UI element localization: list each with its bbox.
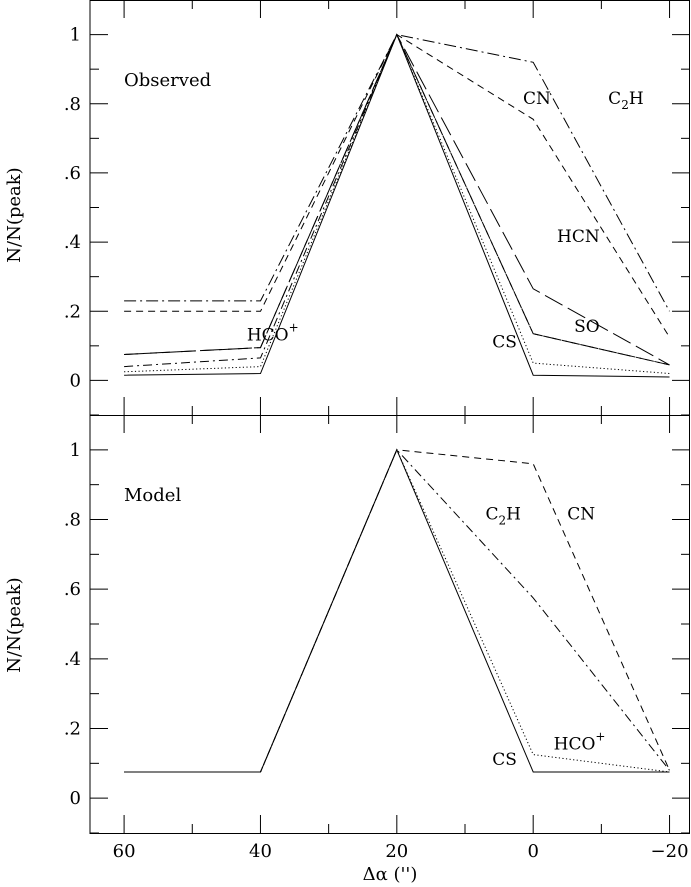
y-tick-label: .8: [64, 94, 81, 115]
y-tick-label: .2: [64, 301, 81, 322]
x-tick-label: 20: [385, 841, 408, 862]
x-axis-title: Δα (''): [363, 864, 418, 885]
series-label-hcoplus: HCO+: [554, 729, 606, 754]
series-line-c2h: [124, 34, 670, 312]
series-label-hcoplus: HCO+: [247, 321, 299, 346]
series-label-cn: CN: [567, 505, 595, 525]
series-line-cs: [124, 448, 670, 773]
series-label-cs: CS: [492, 333, 517, 353]
series-label-cs: CS: [492, 750, 517, 770]
panel-model: 0 .2 .4 .6 .8 1 60 40 20 0 −20 Model C2H CN HCO+ CS: [64, 414, 690, 862]
panel-label: Observed: [124, 70, 211, 91]
y-tick-label: 0: [70, 788, 81, 809]
y-tick-label: .4: [64, 232, 81, 253]
series-label-cn: CN: [523, 89, 551, 109]
plot-frame: [89, 0, 690, 416]
y-axis-title-model: N/N(peak): [4, 577, 25, 672]
series-line-cn: [124, 449, 670, 773]
series-label-so: SO: [574, 317, 600, 337]
y-tick-label: .6: [64, 163, 81, 184]
x-tick-label: 40: [249, 841, 272, 862]
y-tick-label: 1: [70, 440, 81, 461]
y-tick-label: .8: [64, 510, 81, 531]
series-label-c2h: C2H: [485, 505, 520, 528]
series-line-c2h: [124, 448, 670, 773]
series-line-so: [124, 33, 670, 374]
series-line-hcoplus: [124, 448, 670, 773]
y-axis-title-observed: N/N(peak): [4, 167, 25, 262]
series-label-c2h: C2H: [608, 89, 643, 112]
x-tick-label: −20: [651, 841, 689, 862]
x-tick-label: 0: [527, 841, 538, 862]
y-tick-label: 0: [70, 370, 81, 391]
y-tick-label: .4: [64, 649, 81, 670]
series-label-hcn: HCN: [557, 227, 600, 247]
y-tick-label: .6: [64, 579, 81, 600]
series-line-hcoplus: [124, 33, 670, 368]
y-tick-label: .2: [64, 719, 81, 740]
panel-label: Model: [124, 485, 181, 506]
x-tick-label: 60: [113, 841, 136, 862]
y-tick-label: 1: [70, 25, 81, 46]
plot-frame: [89, 415, 690, 834]
panel-observed: 0 .2 .4 .6 .8 1 Observed CN C2H HCN SO CS HCO+: [64, 0, 690, 416]
